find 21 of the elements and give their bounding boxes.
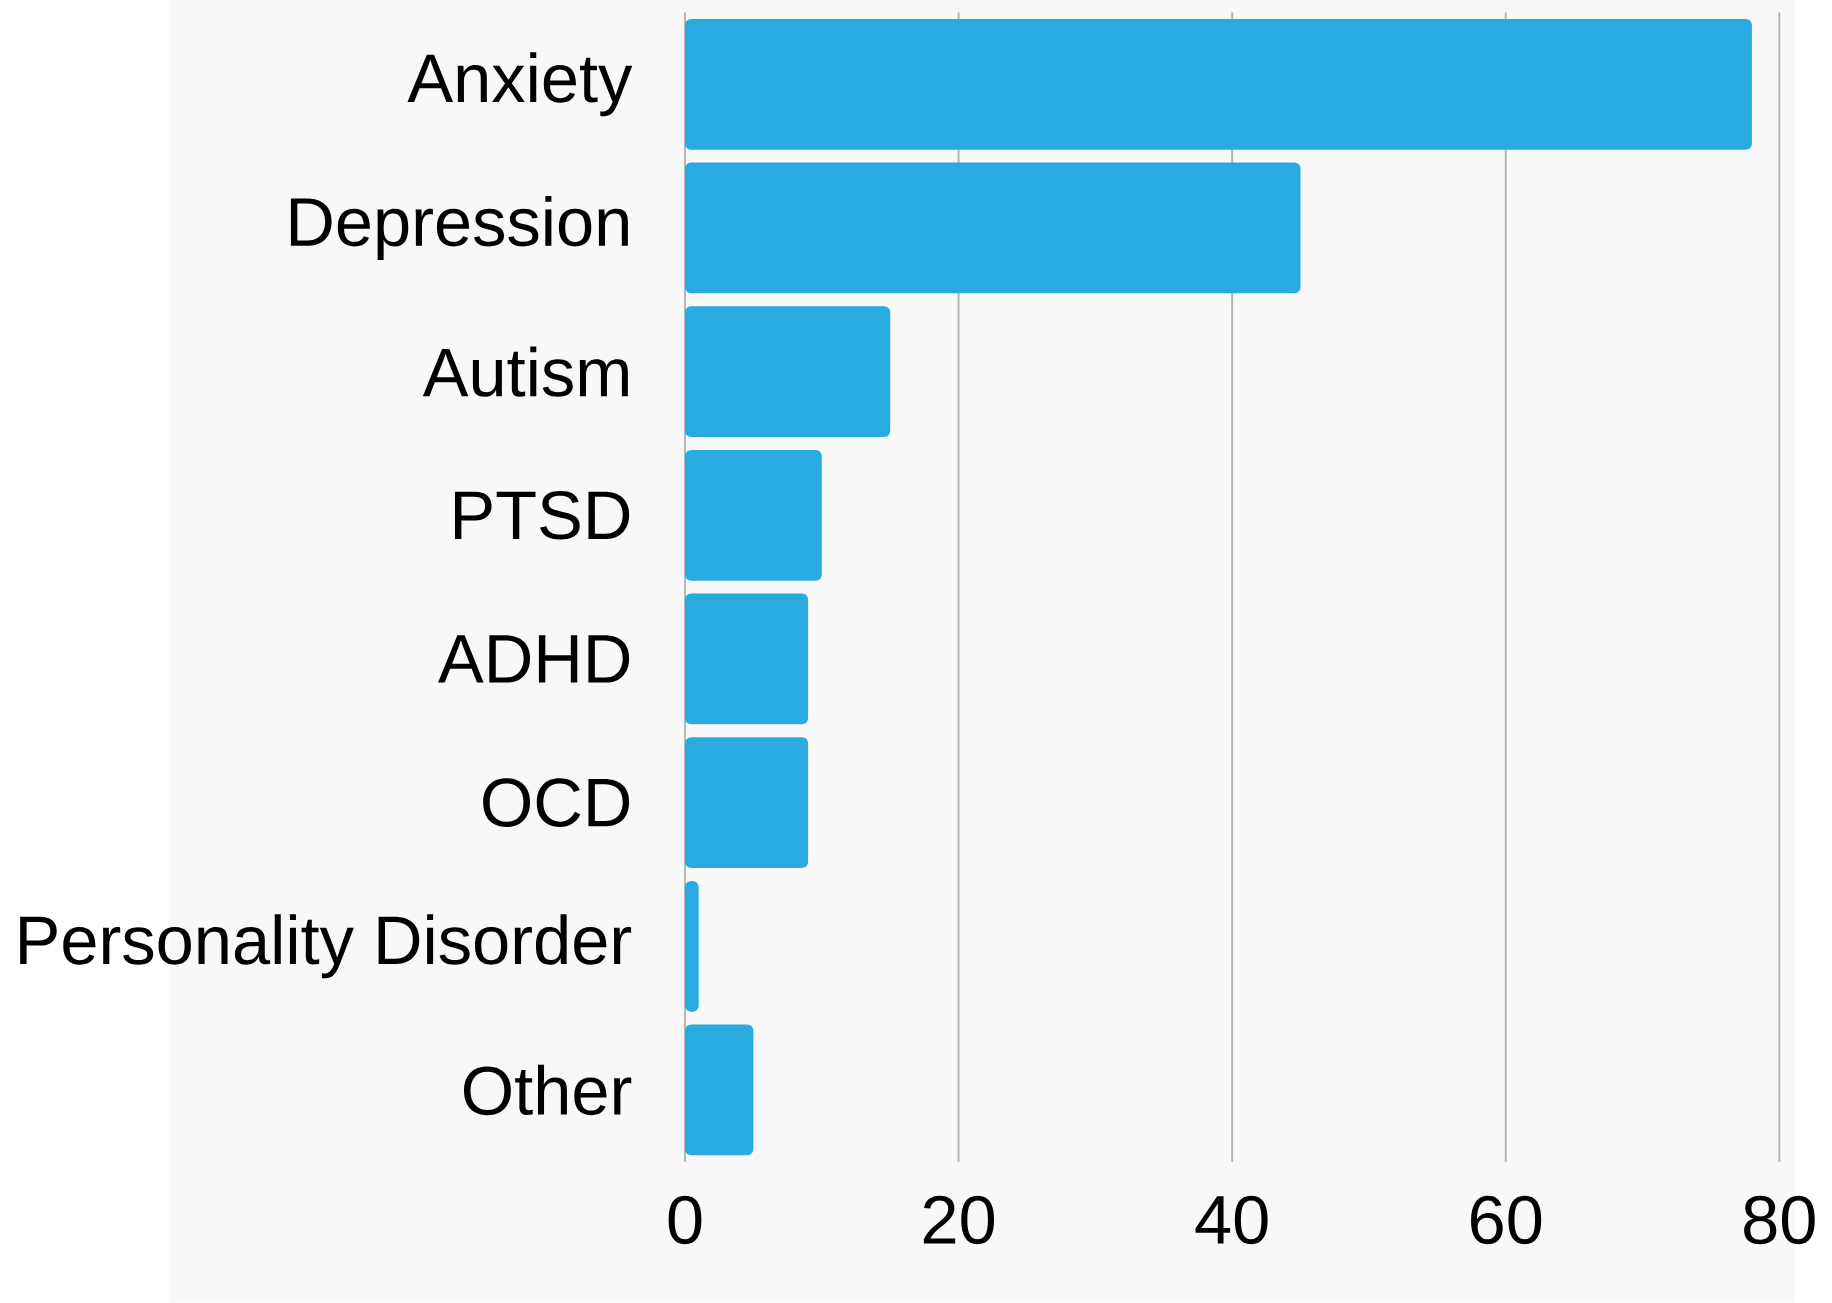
y-tick-label: PTSD (455, 491, 630, 540)
bar (685, 162, 1301, 294)
y-tick-label: Depression (290, 196, 628, 260)
y-tick-label: Personality Disorder (20, 914, 632, 979)
bar (685, 18, 1752, 150)
x-tick-label: 40 (1195, 1195, 1268, 1245)
y-tick-label: OCD (483, 778, 630, 827)
bar (685, 1024, 754, 1156)
x-tick-label: 60 (1471, 1195, 1542, 1245)
x-tick-label: 80 (1744, 1195, 1815, 1245)
bar (685, 880, 699, 1012)
bar (685, 737, 809, 869)
bar (685, 449, 822, 581)
y-tick-label: Autism (422, 346, 628, 397)
y-tick-label: ADHD (438, 635, 630, 683)
bar (685, 306, 891, 438)
bar (685, 593, 809, 725)
x-tick-label: 0 (668, 1195, 702, 1245)
y-tick-label: Other (464, 1064, 632, 1116)
y-tick-label: Anxiety (407, 52, 633, 117)
x-tick-label: 20 (923, 1195, 995, 1245)
